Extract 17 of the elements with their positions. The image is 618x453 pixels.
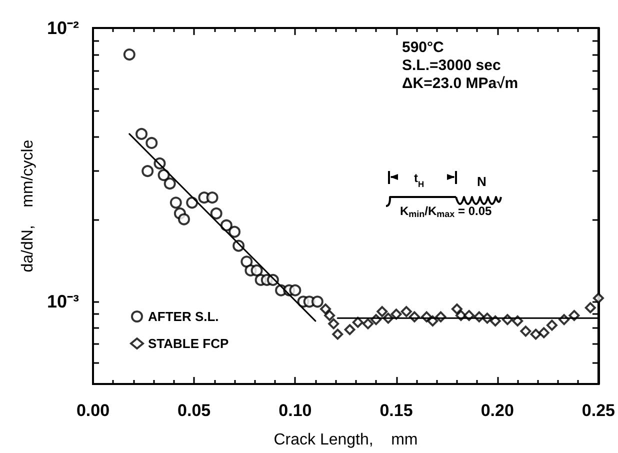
annotation: 590°C: [402, 39, 444, 56]
annotation: N: [477, 174, 486, 189]
x-tick-label: 0.00: [76, 401, 110, 420]
annotation: S.L.=3000 sec: [402, 57, 501, 74]
y-tick-label: 10⁻²: [46, 18, 80, 38]
annotation: ΔK=23.0 MPa√m: [402, 75, 518, 92]
x-tick-label: 0.20: [480, 401, 514, 420]
x-tick-label: 0.05: [178, 401, 211, 420]
legend-label: STABLE FCP: [148, 336, 229, 351]
x-tick-label: 0.15: [380, 401, 413, 420]
legend-label: AFTER S.L.: [148, 309, 219, 324]
x-tick-label: 0.25: [582, 401, 616, 420]
y-tick-label: 10⁻³: [46, 292, 80, 312]
annotation: t$_{H}$: [414, 171, 424, 189]
y-axis-title: da/dN, mm/cycle: [20, 140, 37, 272]
x-axis-title: Crack Length, mm: [274, 432, 418, 448]
x-tick-label: 0.10: [278, 401, 312, 420]
